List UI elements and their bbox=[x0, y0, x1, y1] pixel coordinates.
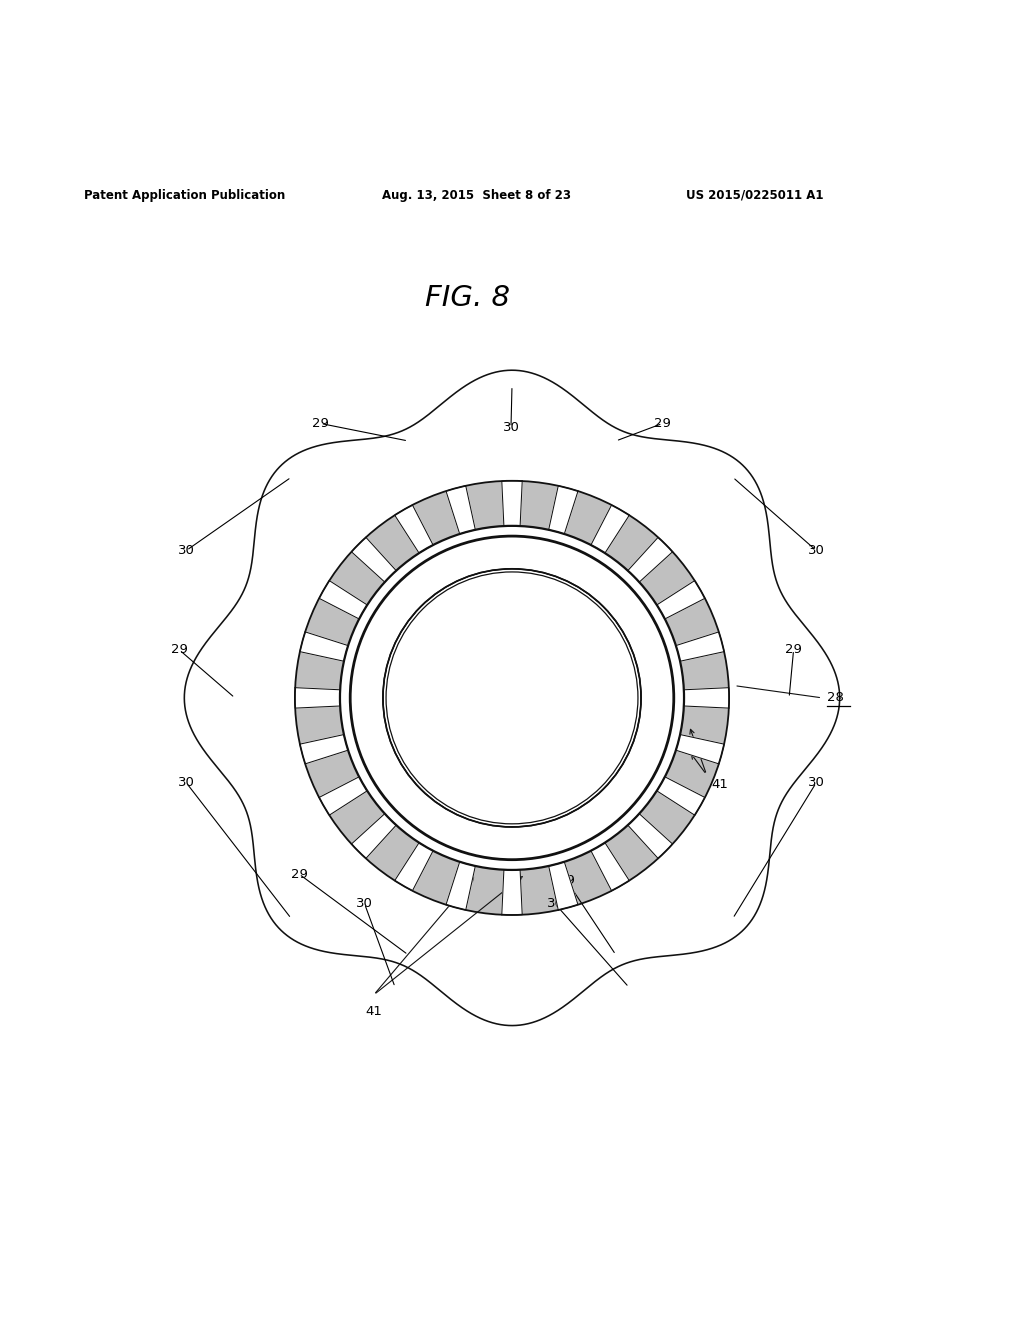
Polygon shape bbox=[549, 862, 578, 909]
Polygon shape bbox=[656, 581, 705, 619]
Text: 30: 30 bbox=[178, 544, 195, 557]
Polygon shape bbox=[300, 632, 348, 661]
Text: 29: 29 bbox=[558, 874, 574, 887]
Polygon shape bbox=[591, 842, 630, 891]
Polygon shape bbox=[394, 506, 433, 553]
Polygon shape bbox=[684, 688, 729, 708]
Polygon shape bbox=[394, 842, 433, 891]
Polygon shape bbox=[351, 537, 396, 582]
Polygon shape bbox=[591, 506, 630, 553]
Polygon shape bbox=[184, 370, 840, 1026]
Text: 30: 30 bbox=[808, 776, 824, 789]
Polygon shape bbox=[446, 862, 475, 909]
Circle shape bbox=[386, 572, 638, 824]
Polygon shape bbox=[549, 486, 578, 535]
Circle shape bbox=[295, 480, 729, 915]
Text: Patent Application Publication: Patent Application Publication bbox=[84, 189, 286, 202]
Circle shape bbox=[340, 525, 684, 870]
Polygon shape bbox=[676, 734, 724, 764]
Text: 29: 29 bbox=[312, 417, 329, 430]
Text: 40: 40 bbox=[493, 686, 511, 700]
Text: 30: 30 bbox=[808, 544, 824, 557]
Text: Aug. 13, 2015  Sheet 8 of 23: Aug. 13, 2015 Sheet 8 of 23 bbox=[382, 189, 571, 202]
Text: 41: 41 bbox=[712, 779, 728, 792]
Text: 30: 30 bbox=[503, 421, 519, 434]
Text: 30: 30 bbox=[547, 898, 563, 911]
Polygon shape bbox=[446, 486, 475, 535]
Polygon shape bbox=[502, 870, 522, 915]
Text: 29: 29 bbox=[785, 643, 802, 656]
Text: 41: 41 bbox=[366, 1005, 382, 1018]
Polygon shape bbox=[319, 776, 368, 816]
Polygon shape bbox=[502, 480, 522, 527]
Polygon shape bbox=[295, 688, 340, 708]
Polygon shape bbox=[300, 734, 348, 764]
Polygon shape bbox=[656, 776, 705, 816]
Text: FIG. 8: FIG. 8 bbox=[425, 284, 510, 312]
Polygon shape bbox=[319, 581, 368, 619]
Text: 29: 29 bbox=[654, 417, 671, 430]
Text: 29: 29 bbox=[291, 867, 307, 880]
Polygon shape bbox=[628, 537, 673, 582]
Polygon shape bbox=[351, 813, 396, 858]
Text: 30: 30 bbox=[356, 898, 373, 911]
Text: 29: 29 bbox=[171, 643, 187, 656]
Polygon shape bbox=[628, 813, 673, 858]
Polygon shape bbox=[676, 632, 724, 661]
Text: 28: 28 bbox=[827, 692, 844, 705]
Text: US 2015/0225011 A1: US 2015/0225011 A1 bbox=[686, 189, 823, 202]
Text: 30: 30 bbox=[178, 776, 195, 789]
Circle shape bbox=[384, 570, 640, 826]
